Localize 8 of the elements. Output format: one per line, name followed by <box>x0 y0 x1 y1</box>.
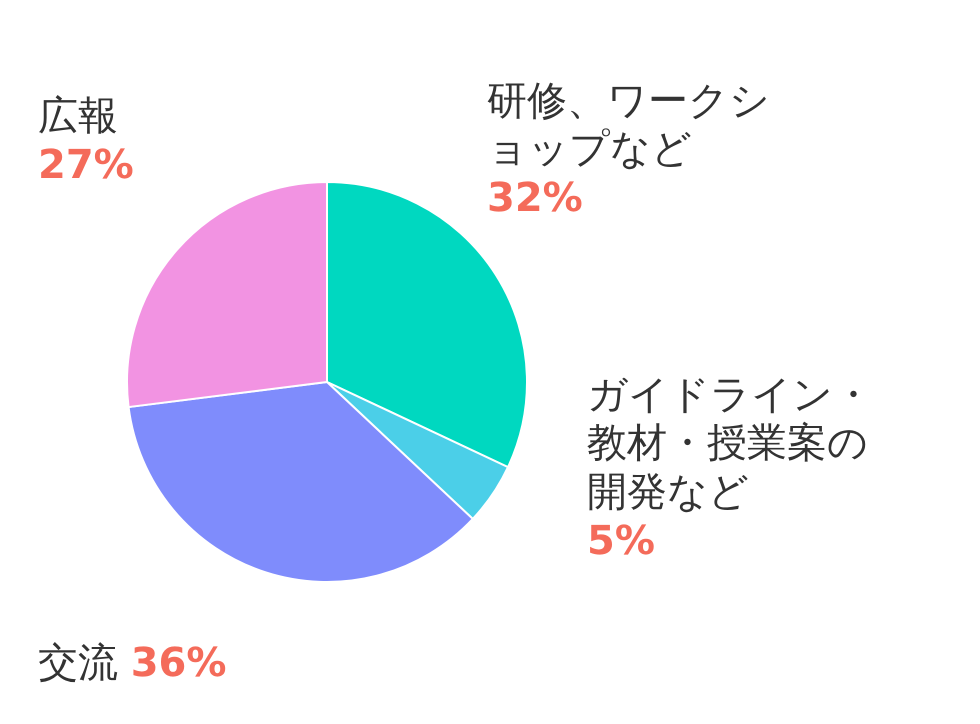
data-label: 32% <box>487 175 583 222</box>
data-label: 36% <box>130 640 226 686</box>
data-label: 5% <box>587 518 655 564</box>
slice-label: ガイドライン・教材・授業案の開発など <box>587 372 873 516</box>
data-label: 27% <box>38 142 134 188</box>
slice-label: 広報 <box>38 93 118 140</box>
slice-label: 研修、ワークショップなど <box>487 78 770 172</box>
slice-label: 交流 <box>38 640 118 686</box>
